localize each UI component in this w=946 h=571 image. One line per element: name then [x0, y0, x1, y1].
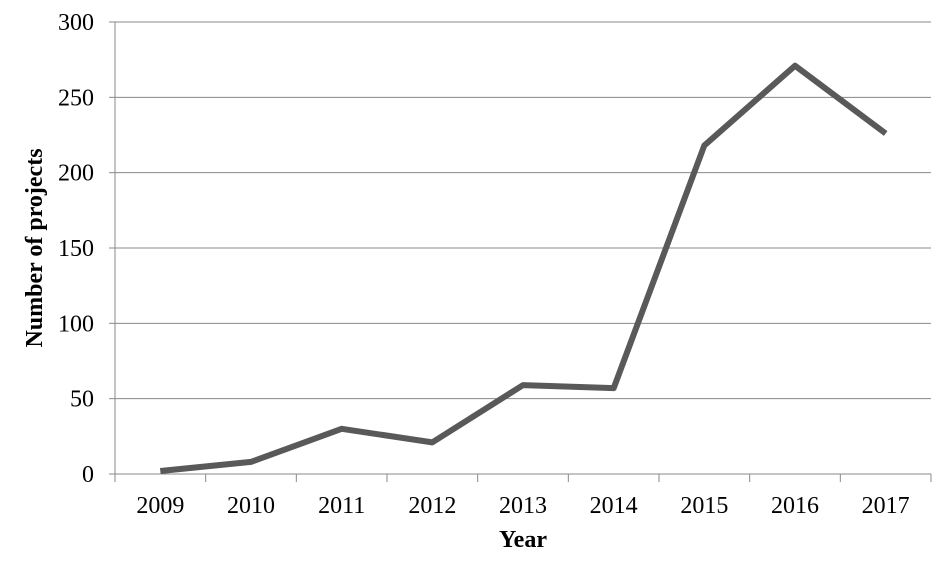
- y-tick-label: 300: [58, 10, 94, 36]
- y-tick-label: 50: [70, 387, 94, 413]
- x-tick-label: 2013: [499, 493, 547, 519]
- series-line-0: [160, 62, 888, 474]
- x-tick-label: 2011: [318, 493, 365, 519]
- x-tick-label: 2017: [862, 493, 910, 519]
- gridlines: [115, 21, 931, 400]
- y-tick-label: 0: [82, 462, 94, 488]
- series-layer: [160, 62, 888, 474]
- x-tick-label: 2016: [771, 493, 819, 519]
- y-tick-label: 150: [58, 236, 94, 262]
- y-tick-label: 200: [58, 161, 94, 187]
- x-tick-label: 2010: [227, 493, 275, 519]
- axes: [109, 21, 932, 482]
- x-tick-label: 2009: [136, 493, 184, 519]
- tick-labels: 0 50 100 150 200 250 300 2009 2010 2011 2012 2013 20…: [58, 10, 910, 519]
- y-axis-title: Number of projects: [22, 148, 48, 347]
- x-tick-label: 2014: [590, 493, 638, 519]
- y-tick-label: 250: [58, 85, 94, 111]
- x-tick-label: 2015: [680, 493, 728, 519]
- x-tick-label: 2012: [408, 493, 456, 519]
- y-tick-label: 100: [58, 311, 94, 337]
- x-axis-title: Year: [499, 527, 547, 553]
